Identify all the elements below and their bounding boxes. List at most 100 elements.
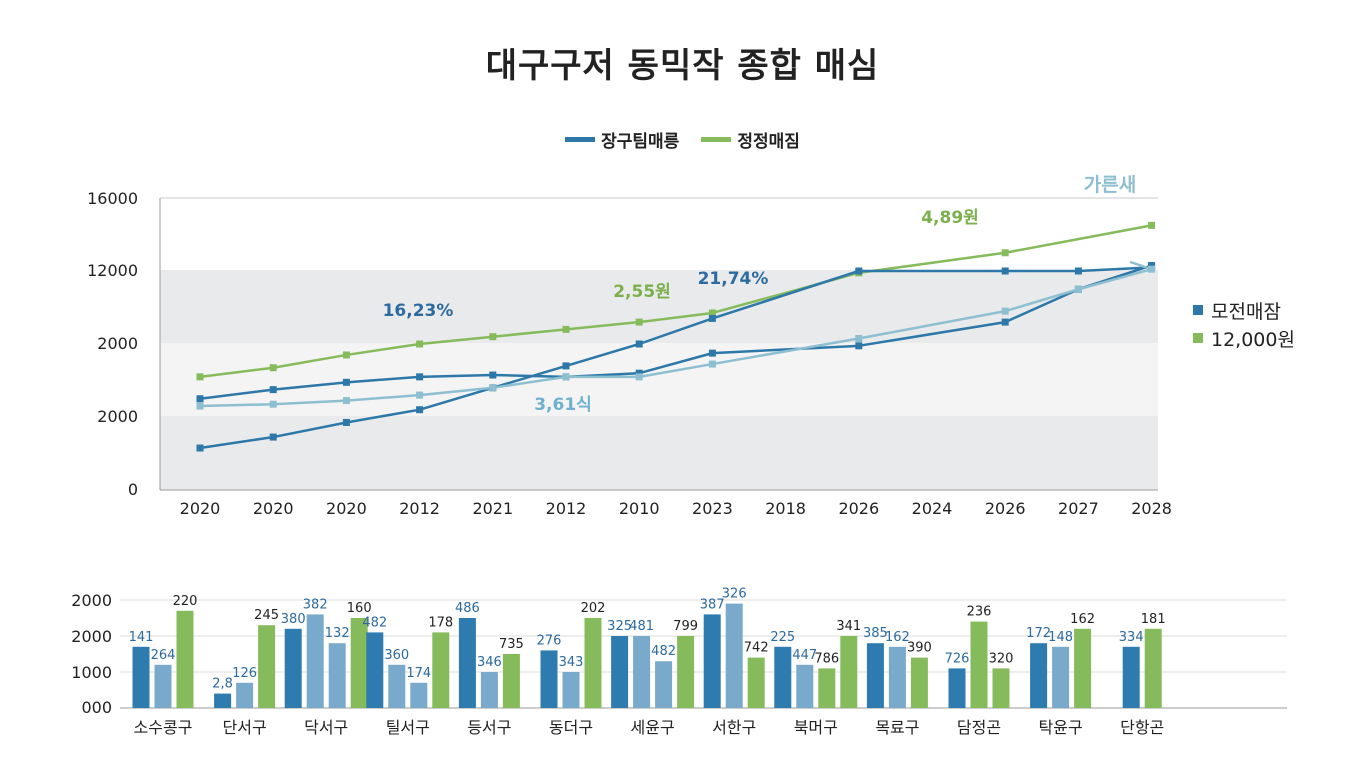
side-legend-label: 모전매잠	[1211, 300, 1281, 323]
bar	[562, 672, 580, 708]
chart-title: 대구구저 동믹작 종합 매심	[485, 46, 880, 86]
line-point	[562, 373, 570, 381]
x-tick-label: 2020	[180, 499, 221, 518]
line-point	[855, 342, 863, 350]
bar	[747, 657, 765, 708]
bar-category-label: 틸서구	[386, 718, 430, 737]
bar-value-label: 320	[989, 651, 1014, 666]
bar	[480, 672, 498, 708]
x-tick-label: 2020	[326, 499, 367, 518]
side-legend-label: 12,000원	[1211, 328, 1295, 351]
bar	[774, 646, 792, 708]
x-tick-label: 2012	[399, 499, 440, 518]
line-point	[342, 418, 350, 426]
bar	[458, 618, 476, 708]
side-legend-swatch-green	[1193, 333, 1203, 343]
y-tick-label: 12000	[87, 261, 138, 280]
bar-value-label: 726	[945, 651, 970, 666]
line-point	[1001, 267, 1009, 275]
bar-value-label: 325	[607, 619, 632, 634]
bar-value-label: 276	[537, 633, 562, 648]
bar-value-label: 220	[173, 594, 198, 609]
bar-category-label: 소수콩구	[134, 718, 193, 737]
line-point	[269, 364, 277, 372]
bar-value-label: 382	[303, 597, 328, 612]
bar	[176, 610, 194, 708]
annotation-label: 2,55원	[613, 282, 671, 302]
line-point	[1001, 249, 1009, 257]
y-tick-label: 0	[128, 480, 138, 499]
bar	[502, 654, 520, 708]
x-tick-label: 2027	[1058, 499, 1099, 518]
bar	[970, 621, 988, 708]
bar-value-label: 141	[129, 630, 154, 645]
bar	[154, 664, 172, 708]
bar	[306, 614, 324, 708]
bar-value-label: 380	[281, 612, 306, 627]
bar-value-label: 447	[792, 648, 817, 663]
line-point	[1074, 267, 1082, 275]
bar-value-label: 132	[325, 626, 350, 641]
bar	[866, 643, 884, 708]
bar	[350, 618, 368, 708]
bar-value-label: 786	[814, 651, 839, 666]
line-point	[416, 406, 424, 414]
bar	[410, 682, 428, 708]
bar	[655, 661, 673, 708]
legend-item-series-1[interactable]: 장구팀매릉	[565, 127, 679, 152]
bar	[992, 668, 1010, 708]
line-point	[269, 433, 277, 441]
line-point	[635, 340, 643, 348]
bar	[888, 646, 906, 708]
bar-value-label: 174	[406, 666, 431, 681]
bar	[796, 664, 814, 708]
line-point	[489, 384, 497, 392]
side-legend-item-2[interactable]: 12,000원	[1193, 324, 1295, 352]
bar-value-label: 387	[700, 597, 725, 612]
bar-value-label: 162	[885, 630, 910, 645]
line-point	[196, 444, 204, 452]
line-point	[562, 325, 570, 333]
y-tick-label: 2000	[97, 407, 138, 426]
bar	[236, 682, 254, 708]
line-point	[855, 267, 863, 275]
bar	[840, 636, 858, 708]
line-point	[416, 391, 424, 399]
line-point	[196, 395, 204, 403]
bar-value-label: 225	[770, 630, 795, 645]
bar	[540, 650, 558, 708]
x-tick-label: 2021	[472, 499, 513, 518]
bar-y-tick-label: 000	[81, 698, 112, 717]
band-2	[160, 270, 1158, 343]
line-point	[342, 351, 350, 359]
bar-y-tick-label: 1000	[71, 663, 112, 682]
x-tick-label: 2026	[985, 499, 1026, 518]
bar	[725, 603, 743, 708]
bar-value-label: 334	[1119, 630, 1144, 645]
side-legend-item-1[interactable]: 모전매잠	[1193, 296, 1295, 324]
bar-value-label: 2,8	[212, 677, 233, 692]
bar-value-label: 481	[629, 619, 654, 634]
legend-item-series-2[interactable]: 정정매짐	[701, 127, 800, 152]
bar-value-label: 385	[863, 626, 888, 641]
line-point	[1148, 221, 1156, 229]
bar	[633, 636, 651, 708]
bar	[1030, 643, 1048, 708]
bar-value-label: 160	[347, 601, 372, 616]
bar-category-label: 탁윤구	[1039, 718, 1083, 737]
bar	[1122, 646, 1140, 708]
bar-category-label: 단서구	[223, 718, 267, 737]
bar-value-label: 264	[151, 648, 176, 663]
bar-value-label: 343	[559, 655, 584, 670]
annotation-label: 16,23%	[383, 301, 454, 321]
line-point	[269, 386, 277, 394]
bar-value-label: 742	[744, 641, 769, 656]
line-point	[1148, 265, 1156, 273]
line-point	[635, 318, 643, 326]
bar	[432, 632, 450, 708]
bar-value-label: 390	[907, 641, 932, 656]
bar-value-label: 148	[1048, 630, 1073, 645]
bar-value-label: 482	[362, 615, 387, 630]
line-point	[196, 373, 204, 381]
y-tick-label: 16000	[87, 189, 138, 208]
